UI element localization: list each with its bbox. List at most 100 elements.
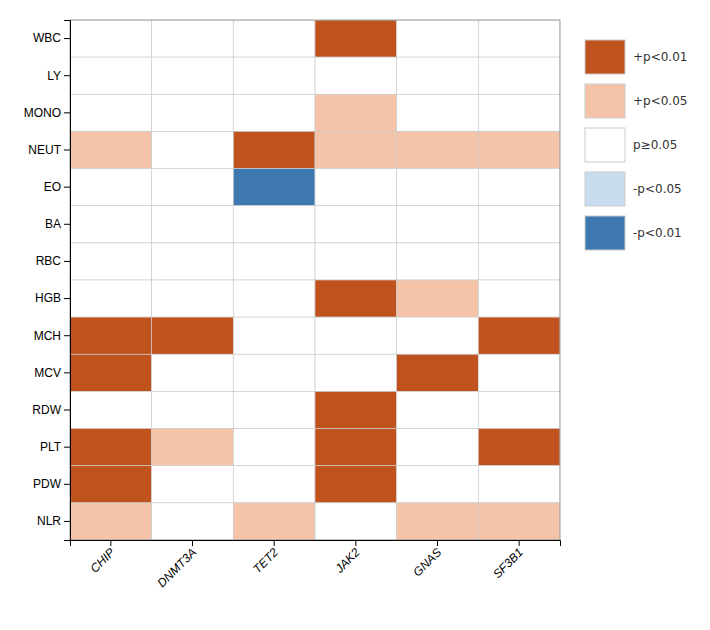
- x-tick: CHIP: [87, 540, 117, 576]
- cell: [233, 317, 315, 354]
- legend-label: +p<0.05: [633, 94, 687, 108]
- cell: [152, 466, 234, 503]
- cell: [478, 391, 560, 428]
- y-tick-label: MCV: [34, 366, 61, 380]
- cell: [478, 354, 560, 391]
- cell: [315, 206, 397, 243]
- y-tick-mark: [64, 224, 70, 225]
- x-tick-label: DNMT3A: [154, 545, 199, 590]
- cell: [478, 503, 560, 540]
- cell: [70, 206, 152, 243]
- y-tick-mark: [64, 447, 70, 448]
- cell: [315, 20, 397, 57]
- y-tick: RDW: [32, 403, 70, 417]
- x-tick-mark: [110, 540, 111, 546]
- legend: +p<0.01 +p<0.05 p≥0.05 -p<0.05 -p<0.01: [585, 40, 687, 250]
- cell: [478, 131, 560, 168]
- cell: [397, 354, 479, 391]
- legend-swatch: [585, 216, 625, 250]
- y-tick-label: MONO: [24, 106, 61, 120]
- legend-label: p≥0.05: [633, 138, 677, 152]
- cell: [478, 280, 560, 317]
- cell: [478, 206, 560, 243]
- cell: [315, 280, 397, 317]
- cell: [233, 131, 315, 168]
- legend-swatch: [585, 172, 625, 206]
- y-tick-mark: [64, 150, 70, 151]
- x-tick-label: SF3B1: [490, 545, 526, 581]
- cell: [315, 317, 397, 354]
- cell: [315, 466, 397, 503]
- y-tick-mark: [64, 261, 70, 262]
- cell: [315, 243, 397, 280]
- x-tick-label: JAK2: [332, 545, 363, 576]
- cell: [152, 503, 234, 540]
- x-tick-label: CHIP: [87, 545, 117, 575]
- cell: [397, 317, 479, 354]
- plot: CHIPDNMT3ATET2JAK2GNASSF3B1WBCLYMONONEUT…: [24, 20, 561, 590]
- cell: [70, 169, 152, 206]
- x-tick: JAK2: [332, 540, 363, 576]
- cell: [397, 429, 479, 466]
- x-tick-mark: [355, 540, 356, 546]
- legend-label: +p<0.01: [633, 50, 687, 64]
- cell: [152, 243, 234, 280]
- cell: [233, 94, 315, 131]
- cell: [233, 280, 315, 317]
- y-tick-mark: [64, 484, 70, 485]
- y-tick-label: NEUT: [28, 143, 61, 157]
- cells: [70, 20, 560, 540]
- cell: [315, 131, 397, 168]
- y-tick: PLT: [40, 440, 70, 454]
- y-tick: MCV: [34, 366, 70, 380]
- cell: [70, 94, 152, 131]
- y-tick-label: MCH: [34, 329, 61, 343]
- x-axis-line: [71, 541, 561, 547]
- plot-frame: [70, 20, 560, 540]
- y-tick-mark: [64, 372, 70, 373]
- legend-swatch: [585, 40, 625, 74]
- cell: [478, 429, 560, 466]
- y-tick-label: NLR: [37, 514, 61, 528]
- y-tick-label: PLT: [40, 440, 62, 454]
- cell: [478, 317, 560, 354]
- chart: CHIPDNMT3ATET2JAK2GNASSF3B1WBCLYMONONEUT…: [0, 0, 710, 630]
- legend-item: -p<0.01: [585, 216, 682, 250]
- cell: [152, 57, 234, 94]
- cell: [152, 354, 234, 391]
- cell: [478, 94, 560, 131]
- cell: [397, 94, 479, 131]
- cell: [397, 169, 479, 206]
- y-tick: HGB: [35, 291, 70, 305]
- legend-swatch: [585, 84, 625, 118]
- cell: [70, 391, 152, 428]
- y-tick: NLR: [37, 514, 70, 528]
- cell: [478, 243, 560, 280]
- y-tick-label: PDW: [33, 477, 62, 491]
- legend-label: -p<0.05: [633, 182, 682, 196]
- y-tick: EO: [44, 180, 70, 194]
- cell: [478, 57, 560, 94]
- cell: [152, 94, 234, 131]
- cell: [152, 169, 234, 206]
- cell: [70, 354, 152, 391]
- cell: [70, 57, 152, 94]
- cell: [315, 391, 397, 428]
- cell: [315, 354, 397, 391]
- cell: [233, 429, 315, 466]
- y-tick-mark: [64, 75, 70, 76]
- cell: [233, 503, 315, 540]
- cell: [152, 131, 234, 168]
- cell: [315, 57, 397, 94]
- legend-label: -p<0.01: [633, 226, 682, 240]
- cell: [70, 131, 152, 168]
- y-axis-line: [64, 21, 71, 541]
- y-tick: BA: [45, 217, 70, 231]
- cell: [152, 206, 234, 243]
- x-tick-mark: [519, 540, 520, 546]
- y-tick-label: BA: [45, 217, 61, 231]
- cell: [397, 280, 479, 317]
- cell: [70, 280, 152, 317]
- y-tick: MCH: [34, 329, 70, 343]
- cell: [70, 503, 152, 540]
